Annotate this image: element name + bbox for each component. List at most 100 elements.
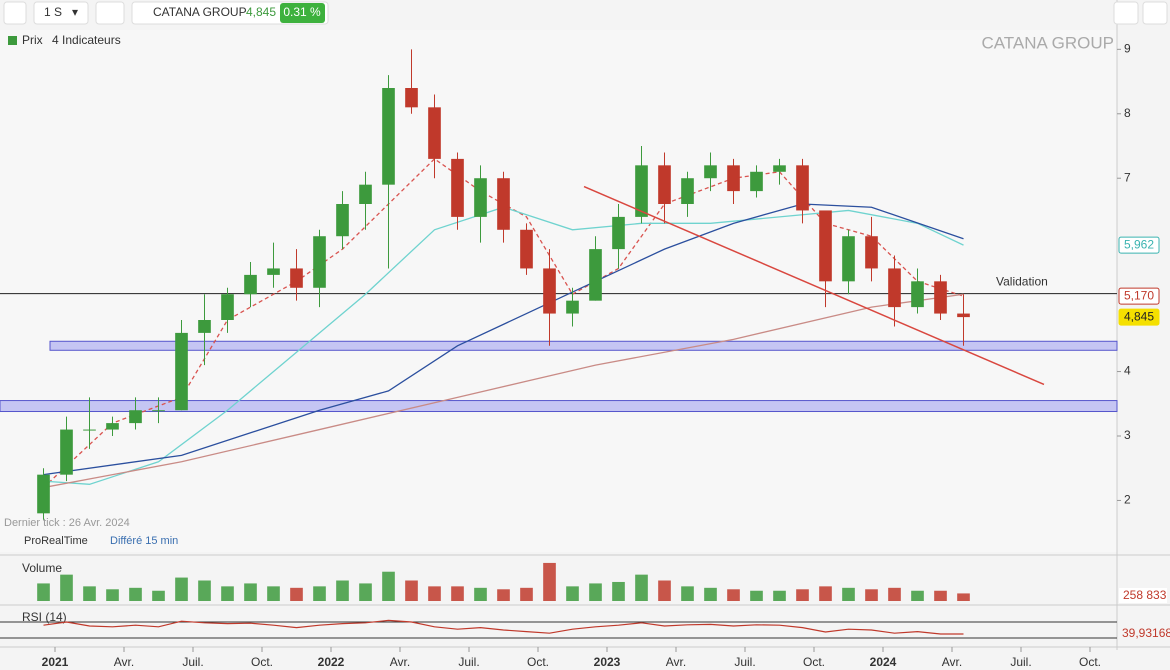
candle-body xyxy=(244,274,257,295)
y-tick-label: 2 xyxy=(1124,493,1131,507)
candle-body xyxy=(129,410,142,424)
candle-body xyxy=(681,178,694,204)
candle-body xyxy=(290,268,303,288)
candle-body xyxy=(175,332,188,411)
volume-bar xyxy=(382,571,395,601)
validation-label: Validation xyxy=(996,275,1048,289)
change-badge xyxy=(280,3,325,23)
volume-bar xyxy=(106,589,119,601)
x-tick-label: Juil. xyxy=(182,655,203,669)
volume-bar xyxy=(244,583,257,601)
rsi-line xyxy=(43,619,964,635)
candle-body xyxy=(198,320,211,333)
price-tag-label: 5,962 xyxy=(1124,237,1154,251)
support-zone xyxy=(49,340,1118,351)
candle-body xyxy=(405,88,418,108)
candle-body xyxy=(106,423,119,430)
candle-body xyxy=(911,281,924,308)
x-tick-label: 2022 xyxy=(318,655,345,669)
x-tick-label: Avr. xyxy=(114,655,134,669)
candle-body xyxy=(359,184,372,204)
interval-button[interactable] xyxy=(33,1,89,25)
volume-bar xyxy=(37,583,50,601)
volume-bar xyxy=(911,590,924,601)
volume-bar xyxy=(175,577,188,601)
candle-body xyxy=(543,268,556,314)
volume-bar xyxy=(681,586,694,601)
candle-body xyxy=(819,210,832,282)
volume-bar xyxy=(129,587,142,601)
candle-body xyxy=(589,249,602,301)
volume-bar xyxy=(888,587,901,601)
volume-bar xyxy=(566,586,579,601)
volume-title: Volume xyxy=(22,561,62,575)
volume-bar xyxy=(405,580,418,601)
candle-body xyxy=(796,165,809,211)
symbol-box[interactable] xyxy=(131,1,329,25)
x-tick-label: Oct. xyxy=(527,655,549,669)
change: 0.31 % xyxy=(283,5,321,19)
x-tick-label: Avr. xyxy=(390,655,410,669)
candle-body xyxy=(750,171,763,192)
volume-bar xyxy=(727,589,740,601)
volume-bar xyxy=(520,587,533,601)
candle-body xyxy=(704,165,717,179)
volume-bar xyxy=(750,590,763,601)
delay: Différé 15 min xyxy=(110,535,178,547)
menu-button[interactable] xyxy=(3,1,27,25)
moving-average xyxy=(43,293,964,489)
candle-body xyxy=(313,236,326,288)
price-tag-label: 4,845 xyxy=(1124,309,1154,323)
volume-bar xyxy=(428,586,441,601)
candle-body xyxy=(727,165,740,192)
symbol: CATANA GROUP xyxy=(153,5,247,19)
support-zone xyxy=(0,400,1118,413)
chart-type-button[interactable] xyxy=(95,1,125,25)
candle-body xyxy=(842,236,855,282)
volume-bar xyxy=(842,587,855,601)
volume-bar xyxy=(819,586,832,601)
volume-bar xyxy=(60,574,73,601)
candle-body xyxy=(612,216,625,250)
volume-last: 258 833 xyxy=(1123,588,1167,602)
price-tag xyxy=(1118,236,1160,254)
volume-bar xyxy=(934,590,947,601)
trendline xyxy=(583,185,1045,386)
plot-area xyxy=(0,30,1117,552)
candle-body xyxy=(566,300,579,314)
y-tick-label: 3 xyxy=(1124,428,1131,442)
candle-body xyxy=(497,178,510,230)
volume-bar xyxy=(957,593,970,601)
volume-bar xyxy=(152,590,165,601)
y-tick-label: 8 xyxy=(1124,106,1131,120)
volume-bar xyxy=(635,574,648,601)
window-button[interactable] xyxy=(1142,1,1168,25)
price-tag-label: 5,170 xyxy=(1124,288,1154,302)
x-tick-label: Juil. xyxy=(458,655,479,669)
legend-indicators[interactable]: 4 Indicateurs xyxy=(52,33,121,47)
volume-bar xyxy=(589,583,602,601)
candle-body xyxy=(658,165,671,204)
legend-icon xyxy=(8,36,17,45)
candle-body xyxy=(635,165,648,217)
candle-body xyxy=(520,229,533,269)
candle-body xyxy=(865,236,878,269)
volume-bar xyxy=(290,587,303,601)
candle-body xyxy=(267,268,280,275)
x-tick-label: 2021 xyxy=(42,655,69,669)
settings-button[interactable] xyxy=(1113,1,1139,25)
volume-bar xyxy=(267,586,280,601)
y-tick-label: 7 xyxy=(1124,170,1131,184)
watermark-title: CATANA GROUP xyxy=(981,33,1114,52)
x-tick-label: Juil. xyxy=(1010,655,1031,669)
volume-bar xyxy=(612,581,625,601)
volume-bar xyxy=(313,586,326,601)
candle-body xyxy=(60,429,73,475)
volume-bar xyxy=(359,583,372,601)
candle-body xyxy=(474,178,487,217)
volume-bar xyxy=(474,587,487,601)
price-tag xyxy=(1118,287,1160,305)
moving-average xyxy=(43,203,964,476)
candle-body xyxy=(888,268,901,308)
